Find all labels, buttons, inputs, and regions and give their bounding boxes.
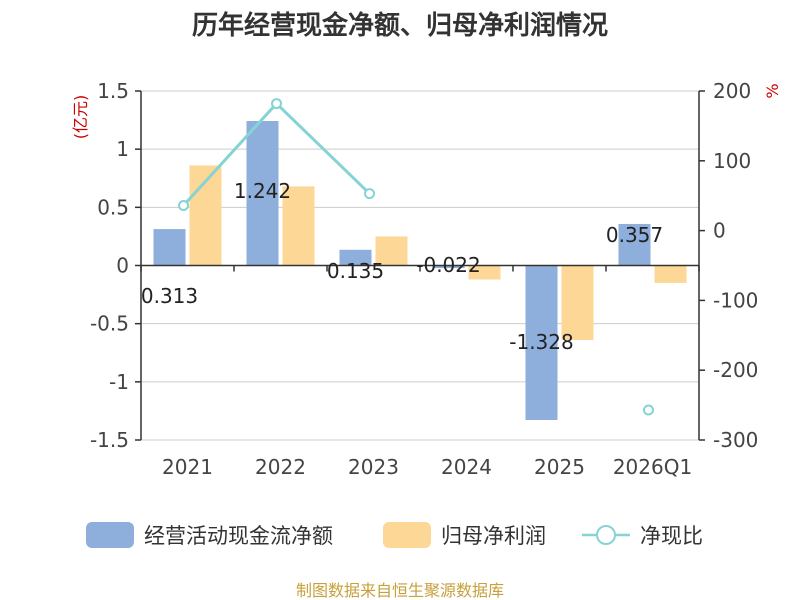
ratio-point-2021: [178, 199, 189, 211]
legend-label-1: 归母净利润: [441, 524, 546, 548]
ratio-point-2026Q1: [643, 404, 654, 416]
right-tick-label: -100: [713, 288, 758, 312]
data-label-2023: 0.135: [327, 259, 384, 283]
x-tick-label: 2024: [441, 455, 492, 479]
axes: [135, 90, 705, 441]
left-tick-label: 1.5: [97, 79, 129, 103]
left-tick-label: 0.5: [97, 195, 129, 219]
bar-cashflow-2026Q1: [618, 223, 651, 266]
bar-profit-2023: [375, 236, 408, 266]
bar-cashflow-2025: [525, 265, 558, 420]
ratio-point-2022: [271, 98, 282, 110]
legend: 经营活动现金流净额 归母净利润 净现比: [86, 522, 703, 548]
bar-profit-2024: [468, 265, 501, 280]
left-tick-label: 1: [116, 137, 129, 161]
data-label-2021: 0.313: [141, 284, 198, 308]
right-tick-label: -200: [713, 358, 758, 382]
left-tick-label: -1.5: [90, 428, 129, 452]
bar-profit-2025: [561, 265, 594, 340]
data-labels: 0.313 1.242 0.135 -0.022 -1.328 0.357: [141, 179, 663, 354]
data-label-2024: -0.022: [416, 253, 480, 277]
data-label-2025: -1.328: [509, 330, 573, 354]
legend-swatch-1: [383, 522, 431, 548]
right-tick-label: -300: [713, 428, 758, 452]
legend-label-2: 净现比: [640, 524, 703, 548]
x-tick-label: 2021: [162, 455, 213, 479]
left-axis-unit: (亿元): [71, 95, 90, 140]
bar-cashflow-2024: [432, 265, 465, 269]
legend-label-0: 经营活动现金流净额: [144, 524, 333, 548]
data-label-2026Q1: 0.357: [606, 223, 663, 247]
left-tick-label: 0: [116, 254, 129, 278]
x-tick-label: 2025: [534, 455, 585, 479]
x-tick-label: 2023: [348, 455, 399, 479]
ratio-point-2023: [364, 188, 375, 200]
chart-title: 历年经营现金净额、归母净利润情况: [192, 10, 608, 41]
bar-profit-2026Q1: [654, 265, 687, 283]
left-tick-label: -1: [109, 370, 129, 394]
right-tick-label: 100: [713, 149, 751, 173]
right-tick-label: 200: [713, 79, 751, 103]
legend-circle-swatch: [596, 525, 616, 545]
data-label-2022: 1.242: [234, 179, 291, 203]
tick-labels: 1.5 1 0.5 0 -0.5 -1 -1.5 200 100 0 -100 -200 -300 202…: [90, 79, 758, 479]
right-axis-unit: %: [763, 83, 782, 98]
x-tick-label: 2026Q1: [613, 455, 692, 479]
bar-profit-2022: [282, 186, 315, 266]
bars: [153, 121, 687, 420]
right-tick-label: 0: [713, 219, 726, 243]
bar-cashflow-2022: [246, 121, 279, 266]
bar-cashflow-2023: [339, 249, 372, 266]
x-tick-label: 2022: [255, 455, 306, 479]
ratio-line: [178, 98, 654, 416]
source-note: 制图数据来自恒生聚源数据库: [296, 581, 504, 600]
legend-swatch-0: [86, 522, 134, 548]
left-tick-label: -0.5: [90, 312, 129, 336]
bar-cashflow-2021: [153, 229, 186, 266]
